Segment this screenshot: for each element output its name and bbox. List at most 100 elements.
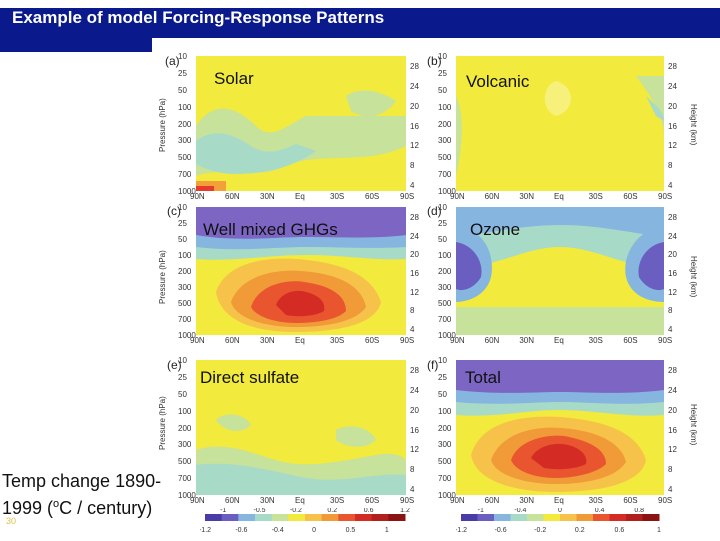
pressure-tick: 500 [178, 299, 192, 308]
height-tick: 4 [668, 181, 673, 190]
colorbar-swatch [205, 514, 223, 521]
lat-tick: 30S [588, 336, 603, 345]
colorbar-swatch [221, 514, 239, 521]
ghg-contour-plot [196, 207, 406, 335]
pressure-tick: 200 [438, 267, 452, 276]
pressure-tick: 300 [178, 136, 192, 146]
colorbar-label: 0.2 [575, 527, 585, 534]
lat-tick: 90S [658, 192, 673, 201]
lat-tick: 60N [484, 192, 500, 201]
pressure-tick: 700 [438, 315, 452, 324]
lat-tick: 90N [190, 336, 205, 345]
pressure-tick: 10 [178, 203, 187, 212]
height-tick: 8 [410, 465, 415, 475]
lat-tick: 90S [400, 336, 415, 345]
pressure-tick: 25 [178, 68, 187, 78]
height-tick: 4 [668, 485, 673, 494]
lat-tick: 30S [588, 192, 603, 201]
pressure-axis-label-e: Pressure (hPa) [158, 396, 167, 450]
height-tick: 12 [668, 287, 677, 297]
pressure-tick: 300 [178, 440, 192, 450]
lat-tick: 60N [484, 336, 500, 345]
height-tick: 20 [410, 250, 419, 260]
height-tick: 16 [668, 425, 677, 435]
colorbar-label: -0.6 [235, 527, 247, 534]
solar-contour-plot [196, 56, 406, 191]
height-tick: 8 [668, 161, 673, 171]
height-tick: 4 [410, 325, 415, 334]
pressure-tick: 25 [438, 68, 447, 78]
lat-tick: 30N [260, 192, 275, 201]
colorbar-swatch [355, 514, 373, 521]
colorbar-swatch [527, 514, 544, 521]
colorbar-label: -1 [220, 508, 226, 514]
pressure-tick: 300 [438, 283, 452, 292]
pressure-tick: 1000 [178, 491, 196, 500]
height-axis-label-b: Height (km) [689, 104, 698, 146]
pressure-tick: 500 [438, 299, 452, 308]
pressure-tick: 100 [438, 251, 452, 260]
height-axis-label-f: Height (km) [689, 404, 698, 446]
panel-label-f: (f) [427, 358, 439, 372]
colorbar-swatch [321, 514, 339, 521]
caption-line-1: Temp change 1890- [2, 471, 162, 491]
height-tick: 28 [410, 62, 419, 71]
pressure-tick: 200 [438, 423, 452, 433]
pressure-tick: 1000 [178, 187, 196, 196]
panel-title-sulfate: Direct sulfate [200, 368, 300, 387]
pressure-tick: 1000 [438, 187, 456, 196]
lat-tick: 60S [623, 192, 638, 201]
pressure-tick: 10 [178, 52, 187, 61]
height-tick: 8 [668, 306, 673, 316]
height-tick: 16 [668, 269, 677, 278]
colorbar-swatch [593, 514, 610, 521]
colorbar-swatch [477, 514, 495, 521]
panel-solar [196, 56, 406, 191]
colorbar-swatch [255, 514, 273, 521]
height-tick: 24 [668, 385, 677, 395]
height-tick: 12 [668, 141, 677, 151]
pressure-tick: 1000 [438, 331, 456, 340]
height-tick: 24 [410, 231, 419, 241]
colorbar-label: -0.4 [514, 508, 526, 514]
lat-tick: 30S [588, 496, 603, 505]
pressure-tick: 50 [178, 389, 187, 399]
height-tick: 12 [668, 445, 677, 455]
caption-line-2: 1999 (oC / century) [2, 498, 153, 518]
lat-tick: 90S [658, 336, 673, 345]
pressure-tick: 500 [178, 153, 192, 163]
lat-tick: 30N [519, 192, 535, 201]
colorbar-label: 0.6 [615, 527, 625, 534]
colorbar-label: -0.6 [495, 527, 507, 534]
colorbar-swatch [609, 514, 627, 521]
colorbar-label: -0.5 [254, 508, 266, 514]
lat-tick: 90N [190, 496, 205, 505]
panel-label-e: (e) [167, 358, 182, 372]
colorbar-label: 1 [385, 527, 389, 534]
sulfate-contour-plot [196, 360, 406, 495]
height-tick: 4 [410, 485, 415, 494]
pressure-tick: 200 [438, 119, 452, 129]
height-tick: 8 [668, 465, 673, 475]
colorbar-label: 0 [558, 508, 562, 514]
colorbar-swatch [510, 514, 528, 521]
pressure-tick: 100 [178, 102, 192, 112]
panel-label-b: (b) [427, 54, 442, 68]
colorbar-left: -1.2 -1 -0.6 -0.5 -0.4 -0.2 0 0.2 0.5 0.6 1 1.2 [199, 507, 410, 541]
colorbar-label: -1.2 [200, 527, 211, 534]
pressure-tick: 700 [178, 474, 192, 484]
lat-tick: 90S [400, 192, 415, 201]
pressure-tick: 50 [438, 85, 447, 95]
height-tick: 12 [410, 287, 419, 297]
colorbar-label: -0.2 [290, 508, 302, 514]
height-tick: 4 [668, 325, 673, 334]
height-tick: 12 [410, 445, 419, 455]
slide-title: Example of model Forcing-Response Patter… [12, 8, 385, 27]
colorbar-label: -0.4 [272, 527, 284, 534]
pressure-tick: 100 [438, 406, 452, 416]
pressure-tick: 50 [178, 235, 187, 244]
ozone-contour-plot [456, 207, 664, 335]
pressure-tick: 100 [438, 102, 452, 112]
lat-tick: 30N [260, 496, 275, 505]
pressure-tick: 50 [438, 389, 447, 399]
